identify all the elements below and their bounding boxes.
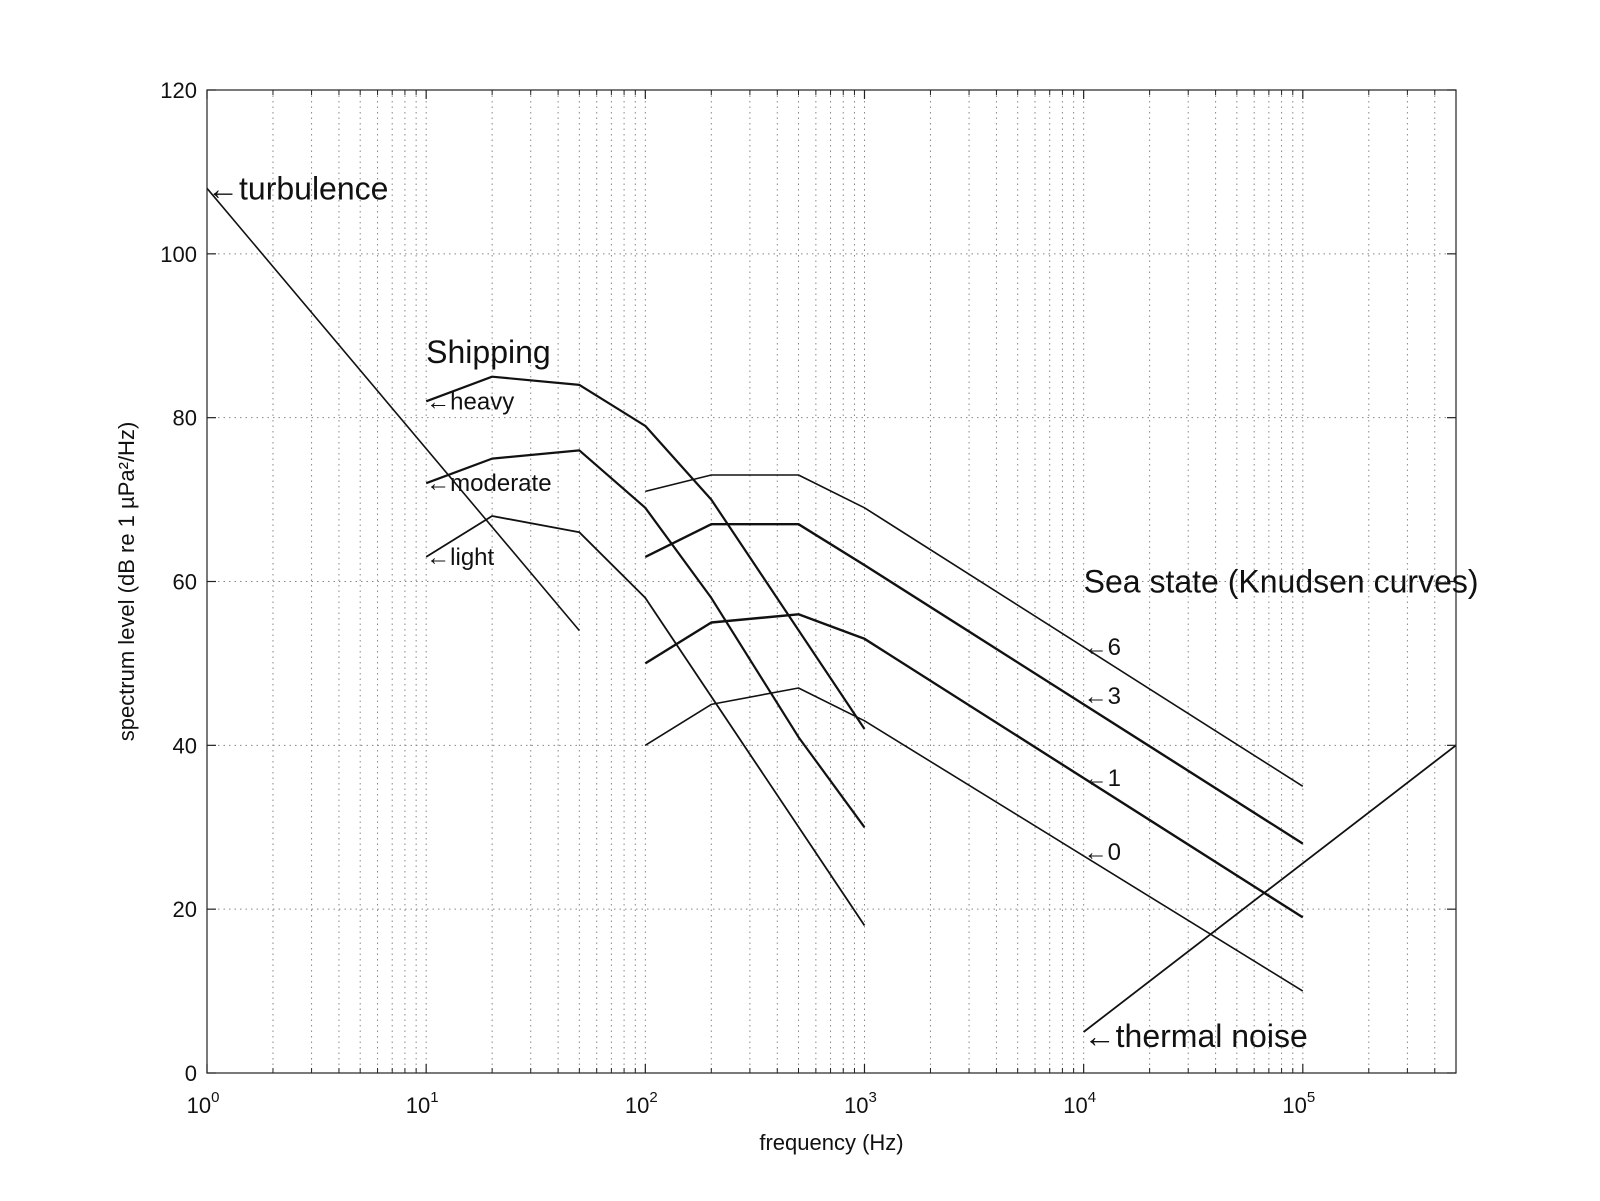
- annotation-label: ←turbulence: [207, 170, 388, 206]
- series-line-light: [425, 515, 866, 927]
- y-tick-label: 60: [173, 570, 197, 595]
- grid: [207, 90, 1456, 1073]
- annotation-label: ←0: [1084, 839, 1121, 866]
- annotation-label: ←1: [1084, 765, 1121, 792]
- annotation-label: Shipping: [426, 334, 551, 370]
- series-line-moderate: [425, 449, 866, 828]
- series-line-thermal-noise: [1083, 744, 1457, 1033]
- series-lines: [206, 187, 1457, 1033]
- series-line-6: [645, 474, 1304, 787]
- series-line-heavy: [425, 375, 866, 730]
- y-axis-label: spectrum level (dB re 1 µPa²/Hz): [114, 422, 139, 742]
- x-tick-label: 103: [844, 1089, 877, 1118]
- y-tick-label: 0: [185, 1061, 197, 1086]
- series-line-0: [644, 687, 1304, 992]
- annotation-label: ←6: [1084, 634, 1121, 661]
- x-tick-label: 100: [187, 1089, 220, 1118]
- annotation-label: ←3: [1084, 683, 1121, 710]
- series-line-turbulence: [206, 187, 581, 632]
- y-tick-label: 80: [173, 406, 197, 431]
- x-tick-label: 105: [1282, 1089, 1315, 1118]
- y-tick-label: 120: [160, 78, 197, 103]
- x-axis-label: frequency (Hz): [759, 1130, 903, 1155]
- axis-ticks: 100 101 102 103 104 105 0 20 40 60 80 100 120: [160, 78, 1457, 1118]
- series-line-1: [644, 613, 1304, 919]
- y-tick-label: 20: [173, 897, 197, 922]
- x-tick-label: 101: [406, 1089, 439, 1118]
- annotation-label: ←light: [426, 544, 494, 571]
- y-tick-label: 100: [160, 242, 197, 267]
- x-tick-label: 102: [625, 1089, 658, 1118]
- x-tick-label: 104: [1063, 1089, 1096, 1118]
- annotation-label: ←heavy: [426, 388, 514, 415]
- annotation-label: ←moderate: [426, 470, 551, 497]
- annotation-label: Sea state (Knudsen curves): [1084, 564, 1479, 600]
- y-tick-label: 40: [173, 733, 197, 758]
- series-line-3: [644, 523, 1304, 845]
- annotations: ←turbulence Shipping ←heavy ←moderate ←light…: [207, 170, 1479, 1054]
- annotation-label: ←thermal noise: [1084, 1018, 1308, 1054]
